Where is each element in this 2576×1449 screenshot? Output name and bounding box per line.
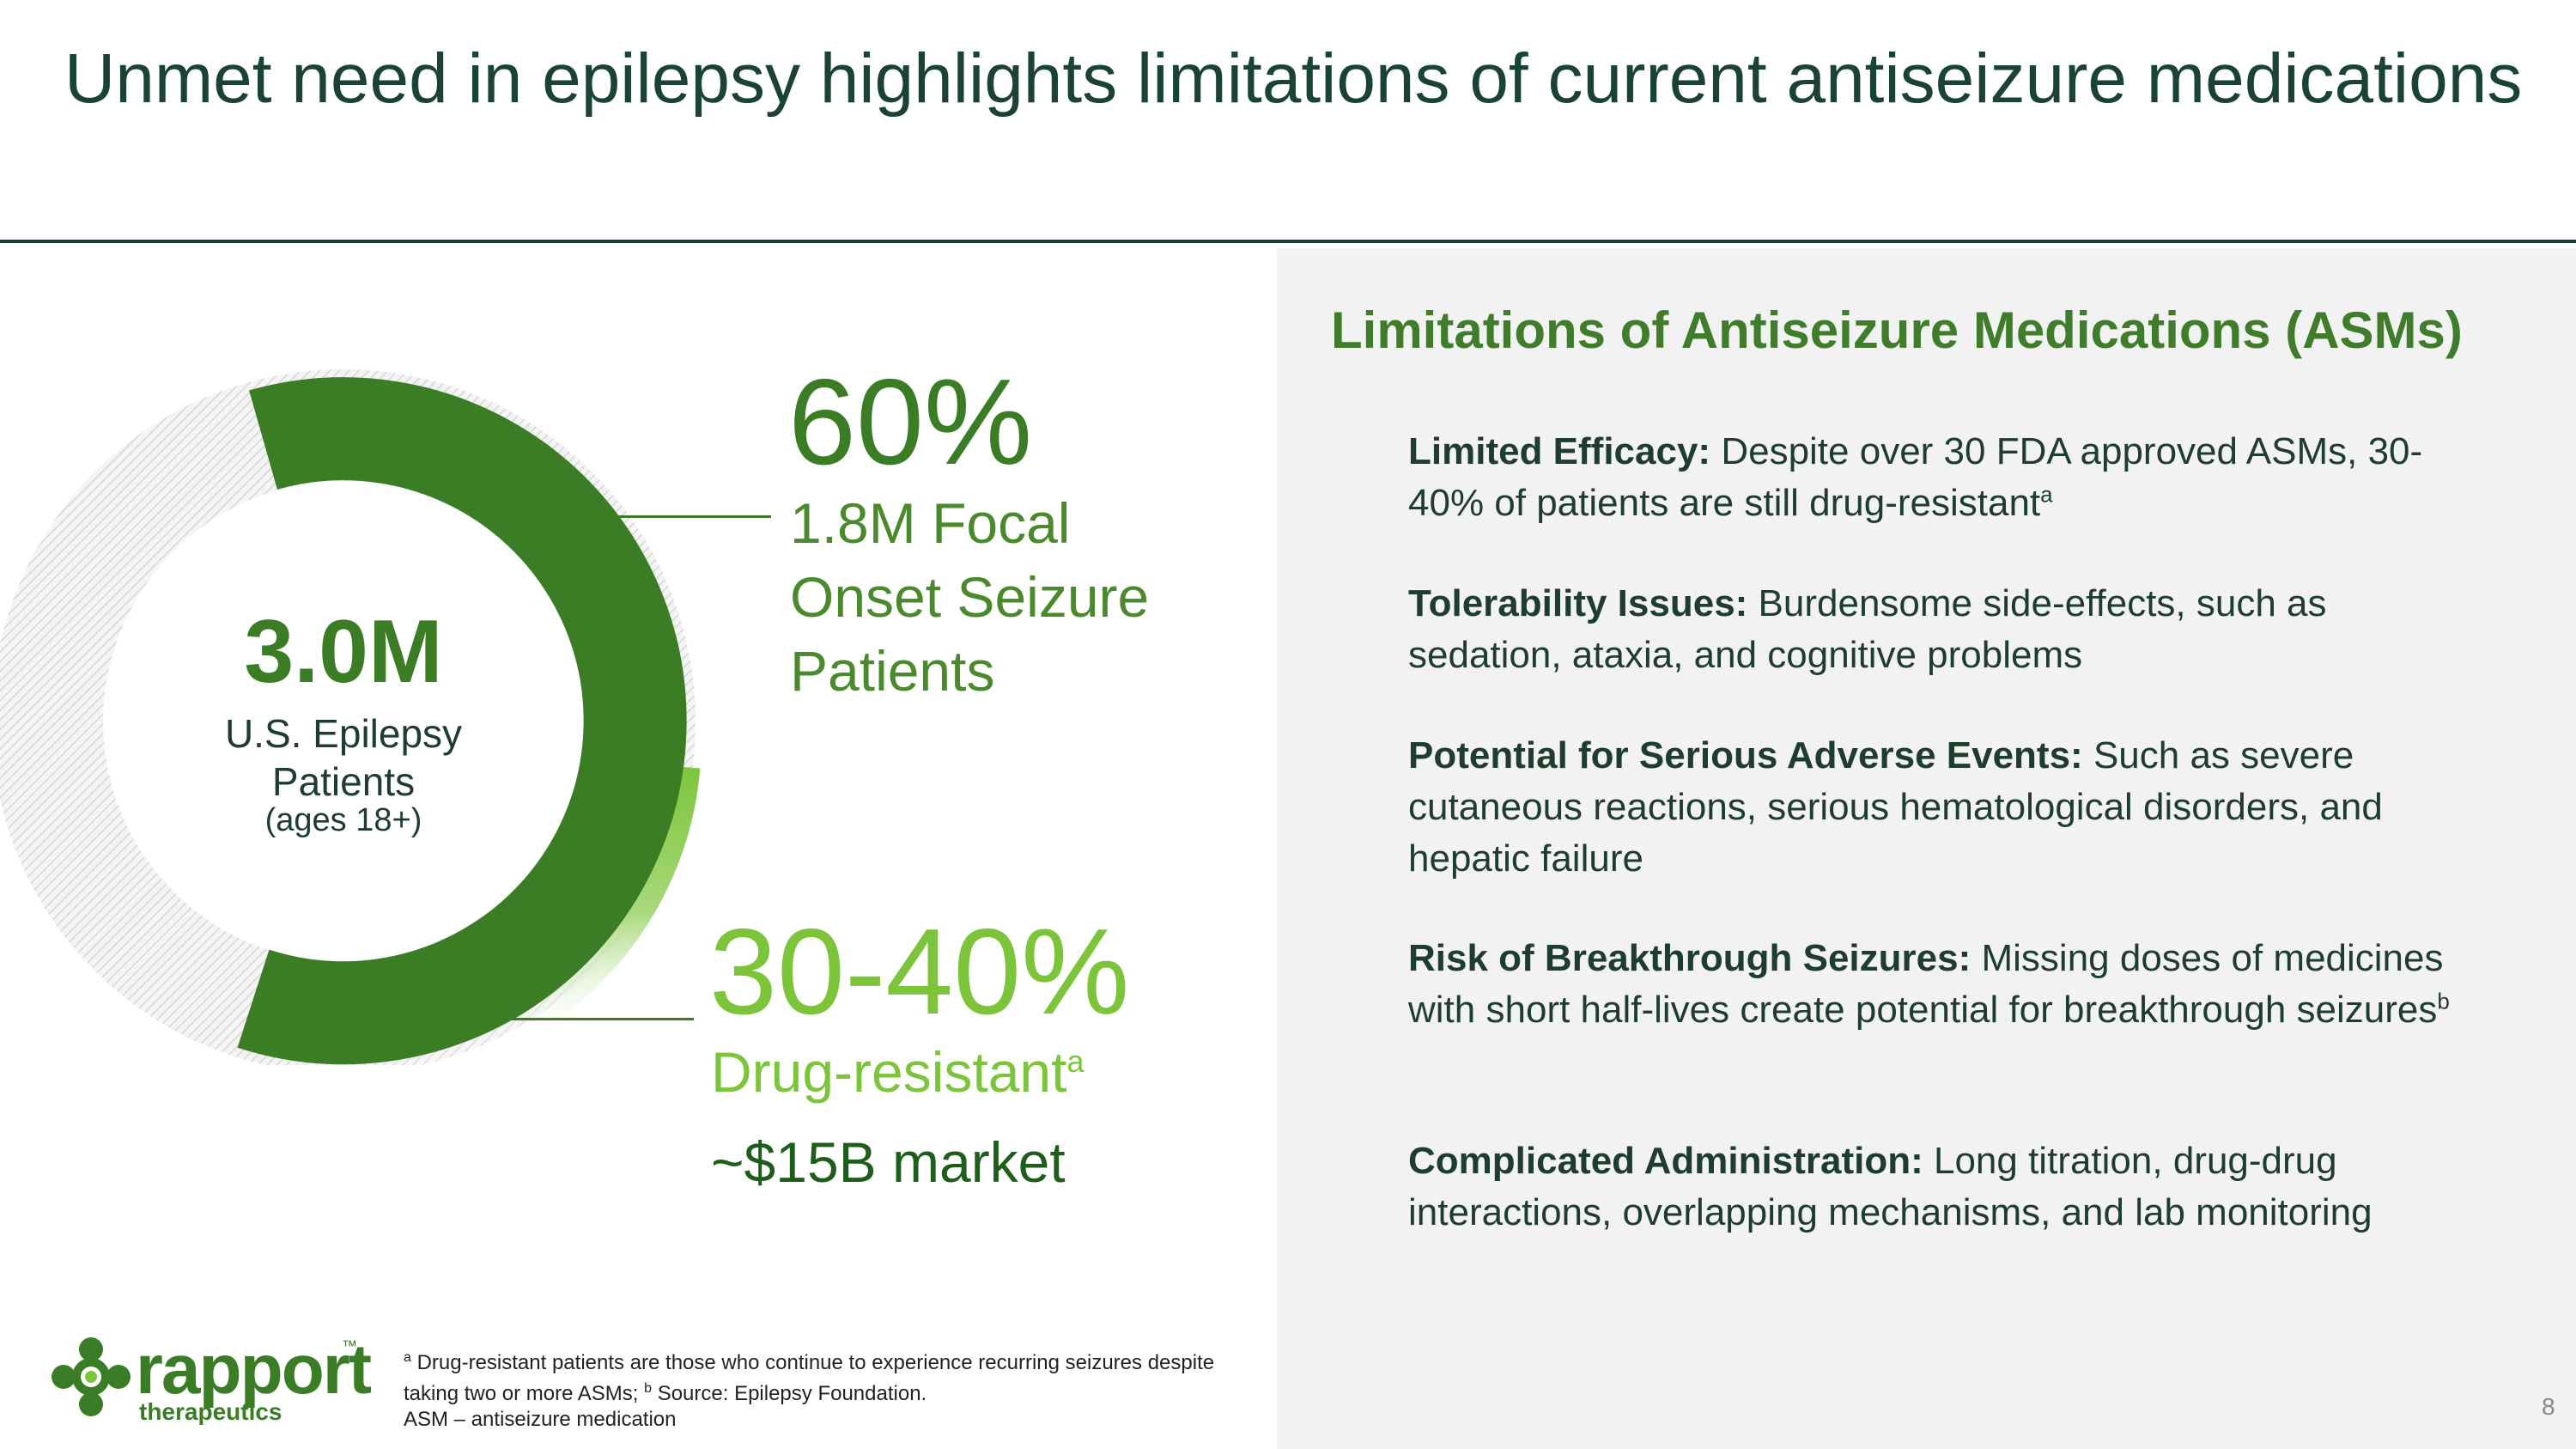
- footnote-abbreviation: ASM – antiseizure medication: [404, 1408, 677, 1431]
- resistant-footnote-ref: a: [1066, 1044, 1084, 1079]
- limitations-heading: Limitations of Antiseizure Medications (…: [1331, 301, 2463, 359]
- age-range-label: (ages 18+): [264, 802, 422, 838]
- resistant-percent: 30-40%: [709, 904, 1130, 1040]
- footnote-text-a: Drug-resistant patients are those who co…: [404, 1351, 1215, 1405]
- limitation-text: Such as severe cutaneous reactions, seri…: [1408, 734, 2383, 880]
- limitation-footnote-ref: b: [2437, 988, 2450, 1014]
- footnote-marker-b: b: [644, 1381, 653, 1396]
- footnote-marker-a: a: [404, 1350, 411, 1365]
- total-patients-value: 3.0M: [244, 602, 443, 702]
- total-patients-label: U.S. Epilepsy Patients: [224, 711, 463, 804]
- limitation-label: Complicated Administration:: [1408, 1140, 1923, 1182]
- epilepsy-donut-chart: [0, 369, 701, 1065]
- limitation-item: Limited Efficacy: Despite over 30 FDA ap…: [1408, 426, 2473, 529]
- trademark-symbol: ™: [342, 1337, 357, 1355]
- limitation-label: Risk of Breakthrough Seizures:: [1408, 937, 1971, 979]
- limitation-text: Burdensome side-effects, such as sedatio…: [1408, 582, 2327, 676]
- limitation-item: Tolerability Issues: Burdensome side-eff…: [1408, 578, 2473, 681]
- footnote-text-b: Source: Epilepsy Foundation.: [657, 1382, 927, 1405]
- limitation-label: Potential for Serious Adverse Events:: [1408, 734, 2083, 776]
- limitation-item: Potential for Serious Adverse Events: Su…: [1408, 730, 2473, 885]
- rapport-logo-icon: [52, 1337, 131, 1416]
- company-logo-wordmark: rapport: [136, 1330, 372, 1409]
- limitation-text: Long titration, drug-drug interactions, …: [1408, 1140, 2372, 1233]
- focal-percent: 60%: [788, 354, 1033, 490]
- slide-title: Unmet need in epilepsy highlights limita…: [64, 40, 2523, 118]
- limitation-text: Missing doses of medicines with short ha…: [1408, 937, 2444, 1031]
- limitation-label: Tolerability Issues:: [1408, 582, 1748, 624]
- donut-focal-segment: [237, 377, 687, 1065]
- limitation-item: Risk of Breakthrough Seizures: Missing d…: [1408, 933, 2473, 1036]
- footnote: a Drug-resistant patients are those who …: [404, 1345, 1262, 1433]
- limitation-footnote-ref: a: [2040, 481, 2053, 508]
- limitation-item: Complicated Administration: Long titrati…: [1408, 1135, 2473, 1239]
- title-divider: [0, 240, 2576, 243]
- focal-leader-line: [541, 515, 771, 518]
- limitation-text: Despite over 30 FDA approved ASMs, 30-40…: [1408, 430, 2423, 524]
- limitation-label: Limited Efficacy:: [1408, 430, 1711, 472]
- page-number: 8: [2542, 1393, 2555, 1420]
- company-logo-subtitle: therapeutics: [139, 1398, 283, 1425]
- market-size: ~$15B market: [711, 1130, 1066, 1194]
- focal-label: 1.8M Focal Onset Seizure Patients: [790, 491, 1150, 703]
- resistant-label: Drug-resistanta: [711, 1039, 1084, 1105]
- resistant-label-text: Drug-resistant: [711, 1040, 1067, 1104]
- resistant-leader-line: [500, 1018, 694, 1020]
- limitations-panel: [1277, 248, 2576, 1449]
